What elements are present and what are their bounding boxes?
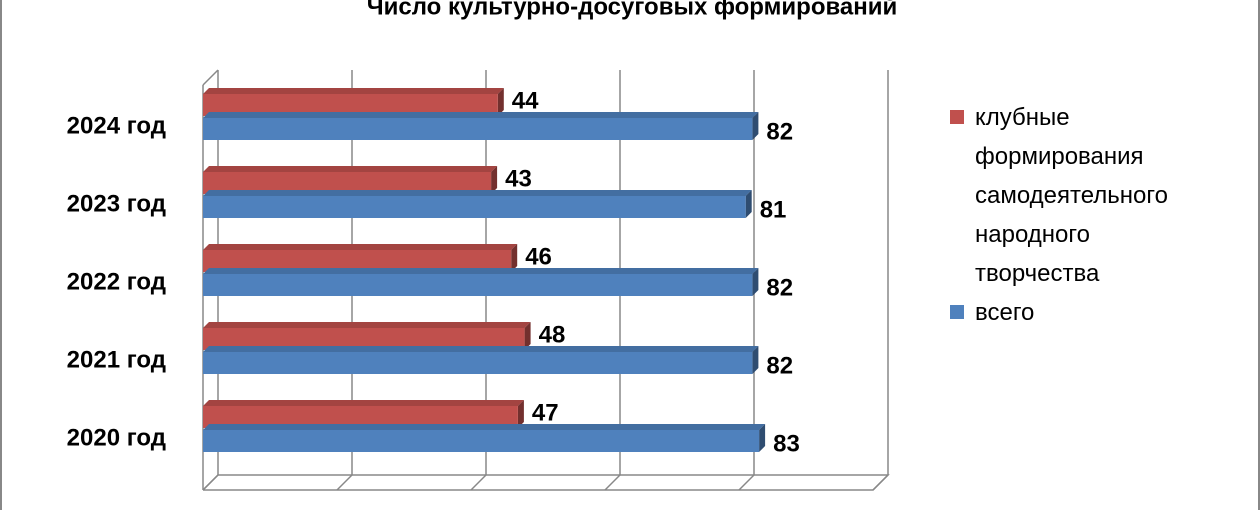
grid-line: [738, 70, 755, 491]
bar-top: [203, 88, 504, 94]
legend-label: всего: [975, 299, 1035, 326]
grid-line: [872, 70, 889, 491]
bar-top: [203, 112, 759, 118]
data-label: 82: [766, 274, 793, 301]
y-tick-label: 2024 год: [67, 112, 166, 139]
bar: [203, 250, 512, 272]
data-label: 48: [539, 321, 566, 348]
side-wall: [202, 69, 219, 86]
y-tick-label: 2022 год: [67, 268, 166, 295]
bar-end: [497, 88, 504, 116]
y-tick-label: 2021 год: [67, 346, 166, 373]
legend-item: всего: [950, 293, 1250, 332]
legend-swatch: [950, 110, 964, 124]
legend-swatch: [950, 305, 964, 319]
bar: [203, 406, 518, 428]
data-label: 46: [525, 243, 552, 270]
data-label: 82: [766, 118, 793, 145]
bar-end: [745, 190, 752, 218]
y-tick-label: 2020 год: [67, 424, 166, 451]
legend-item: клубные формирования самодеятельного нар…: [950, 98, 1250, 293]
bar-top: [203, 400, 524, 406]
data-label: 47: [532, 399, 559, 426]
bar: [203, 118, 753, 140]
y-tick-label: 2023 год: [67, 190, 166, 217]
legend-label: клубные формирования самодеятельного нар…: [975, 104, 1168, 287]
bar-end: [759, 424, 766, 452]
bar-end: [752, 268, 759, 296]
bar-end: [491, 166, 498, 194]
data-label: 44: [512, 87, 539, 114]
bar-end: [511, 244, 518, 272]
chart-title: Число культурно-досуговых формирований: [367, 0, 898, 20]
bar: [203, 94, 498, 116]
bar: [203, 172, 492, 194]
bar-top: [203, 268, 759, 274]
bar-end: [524, 322, 531, 350]
bar-end: [752, 346, 759, 374]
bar-end: [517, 400, 524, 428]
bar: [203, 352, 753, 374]
data-label: 43: [505, 165, 532, 192]
data-label: 81: [760, 196, 787, 223]
bar: [203, 328, 525, 350]
bar-top: [203, 190, 752, 196]
bar: [203, 430, 760, 452]
bar-top: [203, 346, 759, 352]
data-label: 82: [766, 352, 793, 379]
bar-top: [203, 424, 766, 430]
floor: [202, 474, 890, 491]
bar-top: [203, 322, 531, 328]
bar-end: [752, 112, 759, 140]
bar: [203, 274, 753, 296]
bar: [203, 196, 746, 218]
bar-top: [203, 244, 518, 250]
data-label: 83: [773, 430, 800, 457]
bar-top: [203, 166, 498, 172]
